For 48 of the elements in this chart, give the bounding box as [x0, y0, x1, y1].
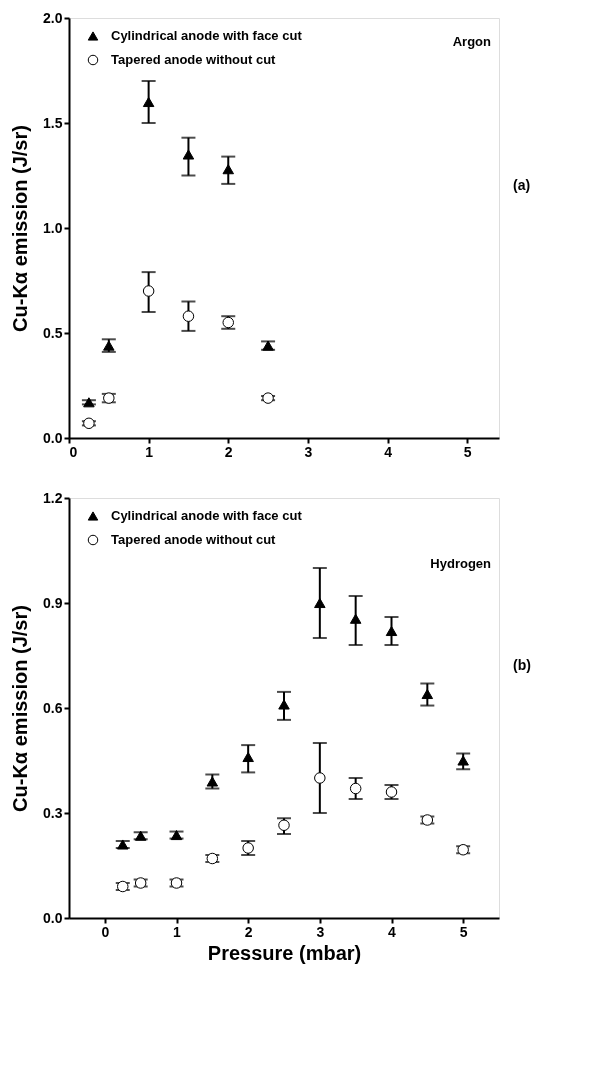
- legend-label: Cylindrical anode with face cut: [111, 28, 303, 43]
- point: [314, 597, 326, 609]
- point: [421, 688, 434, 700]
- point: [262, 392, 274, 404]
- y-tick-label: 2.0: [43, 9, 63, 26]
- y-tick-label: 0.3: [43, 804, 63, 821]
- point: [278, 819, 290, 831]
- point: [182, 310, 195, 322]
- y-tick-label: 1.2: [43, 489, 63, 506]
- annotation: Argon: [452, 34, 492, 49]
- text: (a): [513, 177, 531, 193]
- y-tick-label: 0.0: [43, 429, 63, 446]
- x-tick-label: 4: [384, 443, 393, 460]
- point: [349, 782, 362, 795]
- annotation: Hydrogen: [430, 556, 492, 571]
- x-tick-label: 3: [316, 923, 325, 940]
- y-tick-label: 0.5: [43, 324, 63, 341]
- point: [222, 164, 234, 175]
- legend-label: Cylindrical anode with face cut: [111, 508, 303, 523]
- point: [83, 417, 95, 430]
- point: [242, 751, 254, 763]
- y-tick-label: 0.0: [43, 909, 63, 926]
- y-axis-title: Cu-Kα emission (J/sr): [9, 125, 32, 332]
- x-tick-label: 4: [388, 923, 397, 940]
- legend-label: Tapered anode without cut: [111, 52, 277, 67]
- y-axis-title: Cu-Kα emission (J/sr): [9, 605, 32, 812]
- point: [457, 755, 469, 766]
- point: [314, 772, 326, 784]
- point: [142, 96, 155, 108]
- y-tick-label: 0.9: [43, 594, 63, 611]
- x-tick-label: 1: [173, 923, 182, 940]
- x-tick-label: 2: [244, 923, 253, 940]
- x-tick-label: 3: [304, 443, 313, 460]
- x-tick-label: 0: [101, 923, 110, 940]
- x-tick-label: 5: [463, 443, 472, 460]
- y-tick-label: 1.0: [43, 219, 63, 236]
- legend-label: Tapered anode without cut: [111, 532, 277, 547]
- text: (b): [513, 657, 531, 673]
- y-tick-label: 0.6: [43, 699, 63, 716]
- x-axis-title: Pressure (mbar): [207, 941, 362, 964]
- x-tick-label: 1: [145, 443, 154, 460]
- x-tick-label: 2: [224, 443, 233, 460]
- x-tick-label: 5: [459, 923, 468, 940]
- point: [349, 613, 362, 624]
- x-tick-label: 0: [69, 443, 78, 460]
- point: [182, 149, 195, 160]
- point: [142, 285, 155, 297]
- y-tick-label: 1.5: [43, 114, 63, 131]
